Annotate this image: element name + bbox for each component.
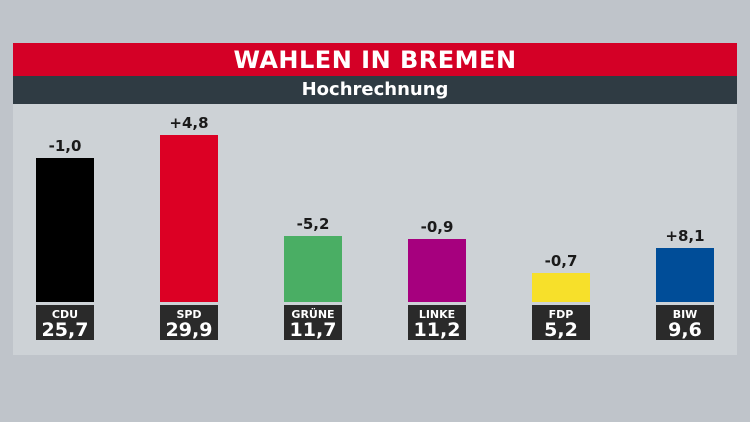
bar-spd	[160, 134, 218, 302]
party-value: 29,9	[165, 319, 213, 341]
party-name: CDU	[51, 308, 79, 321]
party-value: 11,2	[413, 319, 461, 341]
party-value: 9,6	[668, 319, 702, 341]
party-value: 5,2	[544, 319, 578, 341]
party-label: CDU 25,7	[36, 305, 94, 340]
change-label: -5,2	[296, 215, 330, 234]
party-value: 11,7	[289, 319, 337, 341]
change-label: +8,1	[665, 227, 705, 246]
bar-cdu	[36, 158, 94, 302]
party-label: BIW 9,6	[656, 305, 714, 340]
chart-panel	[13, 104, 737, 355]
party-label: SPD 29,9	[160, 305, 218, 340]
change-label: -0,9	[420, 218, 454, 237]
party-value: 25,7	[41, 319, 89, 341]
change-label: -0,7	[544, 251, 578, 270]
change-label: -1,0	[48, 137, 82, 156]
party-name: FDP	[548, 308, 574, 321]
bar-linke	[408, 239, 466, 302]
party-name: SPD	[176, 308, 202, 321]
party-label: GRÜNE 11,7	[284, 305, 342, 340]
party-label: FDP 5,2	[532, 305, 590, 340]
change-label: +4,8	[169, 113, 209, 132]
bar-biw	[656, 248, 714, 302]
party-label: LINKE 11,2	[408, 305, 466, 340]
chart-title: WAHLEN IN BREMEN	[13, 43, 737, 76]
party-name: GRÜNE	[291, 308, 335, 321]
bar-grüne	[284, 236, 342, 302]
party-name: BIW	[672, 308, 698, 321]
chart-subtitle: Hochrechnung	[13, 76, 737, 104]
bar-fdp	[532, 272, 590, 302]
party-name: LINKE	[418, 308, 456, 321]
